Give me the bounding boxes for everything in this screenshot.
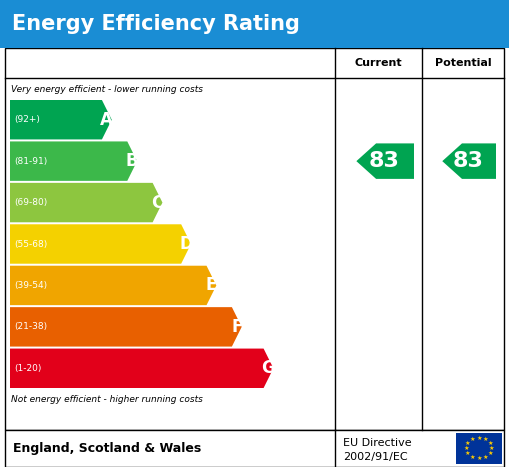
Text: Energy Efficiency Rating: Energy Efficiency Rating [12, 14, 300, 34]
Text: ★: ★ [487, 451, 493, 456]
Text: EU Directive: EU Directive [343, 438, 412, 448]
Text: ★: ★ [483, 454, 488, 460]
Text: A: A [100, 111, 113, 129]
Bar [0, 0, 509, 48]
Text: D: D [179, 235, 193, 253]
Text: (55-68): (55-68) [14, 240, 47, 248]
Text: ★: ★ [487, 441, 493, 446]
Bar [5, 48, 504, 430]
Text: ★: ★ [463, 446, 469, 451]
Text: England, Scotland & Wales: England, Scotland & Wales [13, 442, 201, 455]
Text: (1-20): (1-20) [14, 364, 41, 373]
Polygon shape [10, 183, 162, 222]
Text: 2002/91/EC: 2002/91/EC [343, 452, 408, 462]
Polygon shape [10, 266, 216, 305]
Bar [456, 433, 502, 464]
Text: (69-80): (69-80) [14, 198, 47, 207]
Text: ★: ★ [470, 454, 475, 460]
Text: Not energy efficient - higher running costs: Not energy efficient - higher running co… [11, 396, 203, 404]
Text: (39-54): (39-54) [14, 281, 47, 290]
Text: Current: Current [355, 58, 402, 68]
Text: B: B [126, 152, 138, 170]
Text: E: E [206, 276, 217, 294]
Text: ★: ★ [465, 451, 471, 456]
Text: G: G [262, 359, 275, 377]
Text: ★: ★ [489, 446, 495, 451]
Polygon shape [10, 307, 242, 347]
Text: ★: ★ [470, 438, 475, 442]
Text: Very energy efficient - lower running costs: Very energy efficient - lower running co… [11, 85, 203, 94]
Polygon shape [10, 224, 191, 264]
Text: (81-91): (81-91) [14, 156, 47, 166]
Polygon shape [356, 143, 414, 179]
Polygon shape [442, 143, 496, 179]
Text: Potential: Potential [435, 58, 491, 68]
Text: ★: ★ [476, 436, 482, 441]
Text: (92+): (92+) [14, 115, 40, 124]
Text: ★: ★ [476, 456, 482, 461]
Polygon shape [10, 348, 273, 388]
Polygon shape [10, 100, 112, 140]
Text: 83: 83 [369, 151, 399, 171]
Text: F: F [231, 318, 242, 336]
Polygon shape [10, 142, 137, 181]
Text: ★: ★ [483, 438, 488, 442]
Bar [5, 430, 504, 467]
Text: C: C [151, 193, 163, 212]
Text: ★: ★ [465, 441, 471, 446]
Text: (21-38): (21-38) [14, 322, 47, 332]
Text: 83: 83 [453, 151, 484, 171]
